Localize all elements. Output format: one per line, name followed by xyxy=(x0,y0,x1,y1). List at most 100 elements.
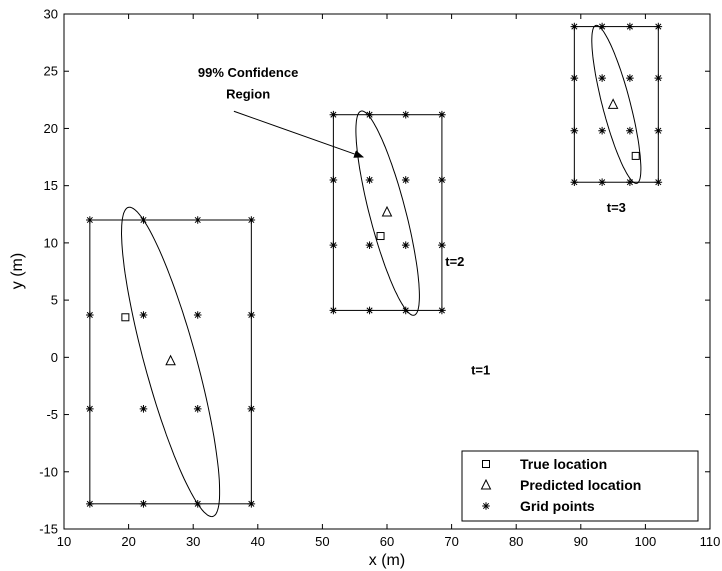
y-tick-label: 15 xyxy=(44,178,58,193)
grid-point-marker xyxy=(570,74,579,82)
true-location-marker xyxy=(376,232,385,241)
grid-point-marker xyxy=(438,110,446,119)
x-tick-label: 10 xyxy=(57,534,71,549)
grid-point-marker xyxy=(86,500,94,508)
x-tick-label: 70 xyxy=(444,534,458,549)
annotation-label: t=1 xyxy=(471,363,490,378)
grid-point-marker xyxy=(438,176,446,184)
confidence-ellipse xyxy=(120,206,221,518)
confidence-ellipse xyxy=(355,110,420,316)
grid-rectangle xyxy=(573,26,659,183)
predicted-location-marker xyxy=(480,478,492,490)
grid-point-marker xyxy=(598,22,606,31)
true-location-marker xyxy=(121,313,130,322)
y-tick-label: 30 xyxy=(44,7,58,22)
annotation-arrow xyxy=(233,110,365,158)
grid-point-marker xyxy=(438,306,446,315)
grid-point-marker xyxy=(654,22,663,31)
y-tick-label: -10 xyxy=(39,464,58,479)
y-tick-label: 20 xyxy=(44,121,58,136)
x-tick-label: 30 xyxy=(186,534,200,549)
y-axis-ticks: -15 -10 -5 0 5 10 15 20 25 30 xyxy=(39,7,710,537)
grid-point-marker xyxy=(139,405,148,413)
true-location-marker xyxy=(482,460,490,468)
grid-point-marker xyxy=(401,176,410,184)
grid-rectangle xyxy=(89,219,252,505)
grid-point-marker xyxy=(365,306,374,315)
grid-rectangle xyxy=(332,114,443,311)
grid-point-marker xyxy=(626,126,634,135)
grid-point-marker xyxy=(438,241,446,249)
y-tick-label: 10 xyxy=(44,235,58,250)
grid-point-marker xyxy=(626,22,634,31)
grid-point-marker xyxy=(193,405,202,413)
x-axis-label: x (m) xyxy=(369,552,405,569)
grid-point-marker xyxy=(139,216,148,224)
x-axis-ticks: 10 20 30 40 50 60 70 80 90 100 110 xyxy=(57,14,721,549)
grid-point-marker xyxy=(401,306,410,315)
chart-annotations: t=1 t=2 t=3 99% Confidence Region xyxy=(198,65,626,378)
predicted-location-marker xyxy=(607,98,619,109)
grid-point-marker xyxy=(598,74,606,82)
grid-point-marker xyxy=(139,500,148,508)
y-axis-label: y (m) xyxy=(9,253,26,289)
grid-point-marker xyxy=(86,311,94,319)
chart-shapes xyxy=(89,24,659,518)
grid-point-marker xyxy=(365,241,374,249)
x-tick-label: 90 xyxy=(574,534,588,549)
annotation-label: 99% Confidence xyxy=(198,65,298,80)
grid-point-marker xyxy=(247,500,256,508)
grid-point-marker xyxy=(193,500,202,508)
grid-point-marker xyxy=(329,241,338,249)
y-tick-label: 0 xyxy=(51,350,58,365)
grid-point-marker xyxy=(401,110,410,119)
grid-point-marker xyxy=(329,176,338,184)
annotation-label: t=2 xyxy=(445,254,464,269)
grid-point-marker xyxy=(365,110,374,119)
grid-point-marker xyxy=(570,22,579,31)
y-tick-label: 5 xyxy=(51,293,58,308)
predicted-location-marker xyxy=(381,205,393,217)
legend: True location Predicted location Grid po… xyxy=(461,450,699,522)
grid-point-marker xyxy=(86,216,94,224)
legend-box xyxy=(461,450,699,522)
y-tick-label: -15 xyxy=(39,522,58,537)
grid-point-marker xyxy=(626,178,634,187)
legend-label-grid-points: Grid points xyxy=(520,498,595,514)
grid-point-marker xyxy=(365,176,374,184)
legend-markers xyxy=(480,460,492,510)
grid-point-marker xyxy=(329,110,338,119)
confidence-ellipse xyxy=(591,24,642,184)
grid-point-marker xyxy=(570,178,579,187)
grid-point-marker xyxy=(247,216,256,224)
x-tick-label: 110 xyxy=(700,534,721,549)
y-tick-label: 25 xyxy=(44,64,58,79)
x-tick-label: 60 xyxy=(380,534,394,549)
grid-point-marker xyxy=(247,311,256,319)
grid-point-marker xyxy=(482,502,490,510)
x-tick-label: 100 xyxy=(635,534,657,549)
grid-point-marker xyxy=(193,311,202,319)
grid-point-marker xyxy=(401,241,410,249)
y-tick-label: -5 xyxy=(46,407,58,422)
grid-point-marker xyxy=(654,74,663,82)
legend-label-predicted-location: Predicted location xyxy=(520,477,641,493)
x-tick-label: 80 xyxy=(509,534,523,549)
grid-point-marker xyxy=(139,311,148,319)
predicted-location-marker xyxy=(165,354,176,366)
annotation-label: t=3 xyxy=(607,200,626,215)
chart-markers xyxy=(86,22,663,508)
grid-point-marker xyxy=(654,126,663,135)
grid-point-marker xyxy=(247,405,256,413)
true-location-marker xyxy=(631,151,640,160)
grid-point-marker xyxy=(598,126,606,135)
x-tick-label: 50 xyxy=(315,534,329,549)
grid-point-marker xyxy=(626,74,634,82)
grid-point-marker xyxy=(193,216,202,224)
grid-point-marker xyxy=(86,405,94,413)
annotation-label: Region xyxy=(226,87,270,102)
x-tick-label: 40 xyxy=(251,534,265,549)
legend-label-true-location: True location xyxy=(520,456,607,472)
x-tick-label: 20 xyxy=(121,534,135,549)
